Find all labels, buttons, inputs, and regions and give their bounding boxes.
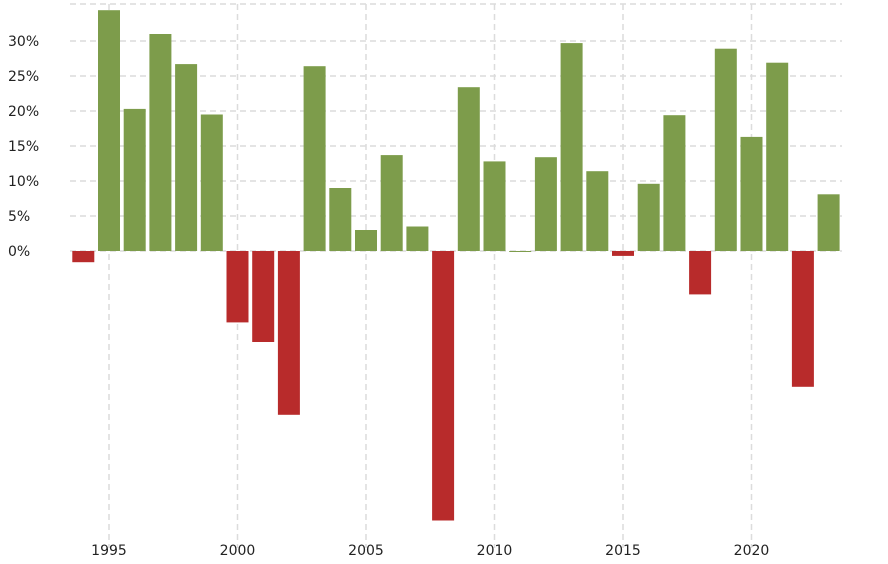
bar-1999 xyxy=(200,114,223,251)
bar-2014 xyxy=(586,171,609,251)
bar-2002 xyxy=(277,251,300,415)
bar-2016 xyxy=(637,183,660,251)
bar-2020 xyxy=(740,136,763,251)
bar-2022 xyxy=(791,251,814,387)
x-tick-label: 1995 xyxy=(91,543,127,559)
bar-2012 xyxy=(534,157,557,251)
x-tick-label: 2010 xyxy=(477,543,513,559)
x-axis-labels: 1995 2000 2005 2010 2015 2020 xyxy=(91,543,769,559)
y-tick-label: 0% xyxy=(8,244,30,260)
bar-2005 xyxy=(355,230,377,251)
bar-2017 xyxy=(663,115,686,251)
bar-1998 xyxy=(175,64,198,251)
bar-2004 xyxy=(329,188,352,251)
bar-2023 xyxy=(817,194,840,251)
y-tick-label: 20% xyxy=(8,104,39,120)
bar-2019 xyxy=(714,48,737,252)
bar-1996 xyxy=(123,108,146,252)
bar-layer xyxy=(72,10,840,521)
bar-1995 xyxy=(98,10,120,252)
bar-2013 xyxy=(560,43,583,251)
bar-2000 xyxy=(226,251,249,323)
bar-2015 xyxy=(612,251,634,256)
y-axis-labels: 30% 25% 20% 15% 10% 5% 0% xyxy=(8,34,39,260)
x-tick-label: 2015 xyxy=(605,543,641,559)
y-tick-label: 30% xyxy=(8,34,39,50)
x-tick-label: 2000 xyxy=(220,543,256,559)
bar-2006 xyxy=(380,155,403,251)
bar-1994 xyxy=(72,251,95,263)
y-tick-label: 10% xyxy=(8,174,39,190)
y-tick-label: 15% xyxy=(8,139,39,155)
x-tick-label: 2020 xyxy=(734,543,770,559)
bar-2001 xyxy=(252,251,275,342)
bar-2008 xyxy=(432,251,455,521)
bar-2021 xyxy=(766,62,789,252)
bar-2018 xyxy=(689,251,712,295)
bar-2011 xyxy=(509,251,532,252)
bar-2010 xyxy=(483,161,506,251)
bar-2009 xyxy=(457,87,480,251)
y-tick-label: 25% xyxy=(8,69,39,85)
x-tick-label: 2005 xyxy=(348,543,384,559)
bar-2003 xyxy=(303,66,326,251)
bar-1997 xyxy=(149,34,172,251)
bar-2007 xyxy=(406,226,429,251)
y-tick-label: 5% xyxy=(8,209,30,225)
